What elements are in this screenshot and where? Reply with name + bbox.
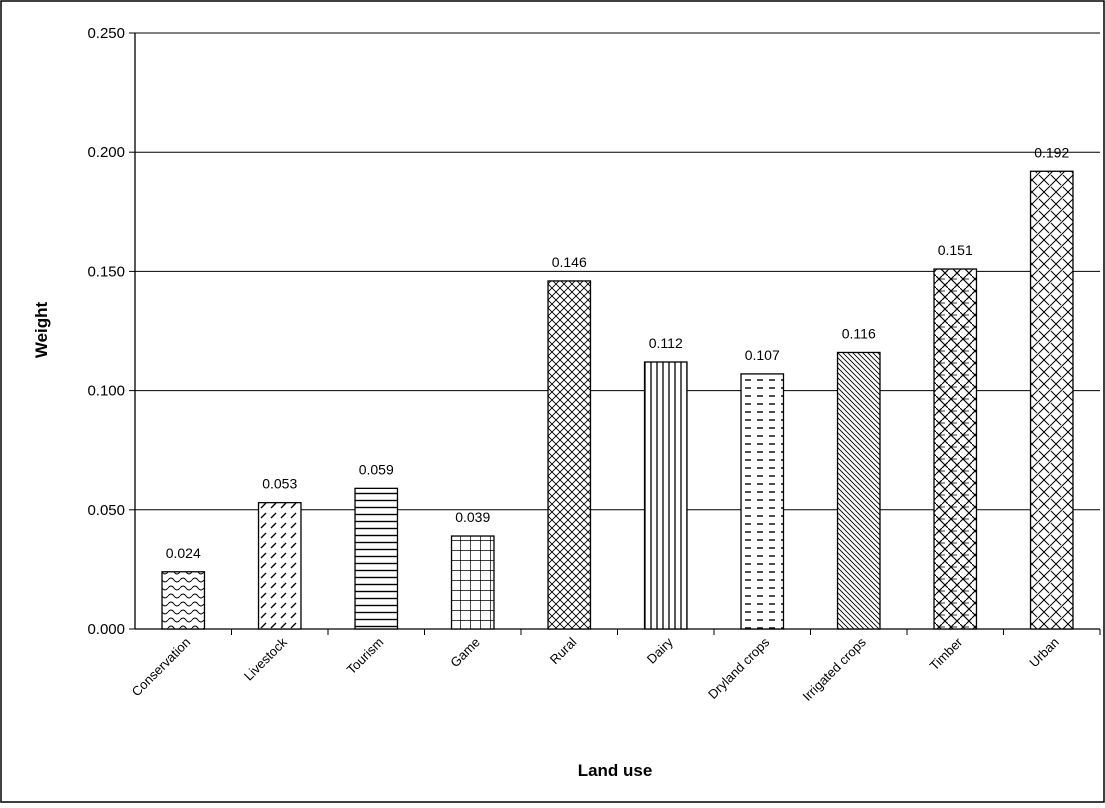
data-label-conservation: 0.024 [166, 545, 201, 561]
data-label-tourism: 0.059 [359, 461, 394, 477]
data-label-dairy: 0.112 [649, 335, 683, 351]
data-label-timber: 0.151 [938, 242, 973, 258]
bar-dryland-crops [740, 373, 785, 630]
x-axis-title: Land use [578, 761, 653, 780]
y-tick-label-5: 0.250 [87, 25, 125, 42]
bars [161, 170, 1074, 630]
data-label-rural: 0.146 [552, 254, 587, 270]
y-tick-label-2: 0.100 [87, 383, 125, 400]
bar-game [450, 535, 495, 630]
bar-rural [547, 280, 592, 630]
bar-irrigated-crops [836, 351, 881, 630]
bar-tourism [354, 487, 399, 630]
bar-livestock [257, 501, 302, 630]
data-label-urban: 0.192 [1034, 144, 1069, 160]
bar-urban [1029, 170, 1074, 630]
bar-dairy [643, 361, 688, 630]
y-tick-label-0: 0.000 [87, 621, 125, 638]
data-label-livestock: 0.053 [262, 476, 297, 492]
y-tick-label-4: 0.200 [87, 144, 125, 161]
data-label-dryland-crops: 0.107 [745, 347, 780, 363]
y-axis-title: Weight [32, 301, 51, 358]
bar-conservation [161, 571, 206, 630]
y-tick-label-1: 0.050 [87, 502, 125, 519]
y-tick-label-3: 0.150 [87, 263, 125, 280]
data-label-game: 0.039 [455, 509, 490, 525]
bar-timber [933, 268, 978, 630]
data-label-irrigated-crops: 0.116 [842, 325, 876, 341]
